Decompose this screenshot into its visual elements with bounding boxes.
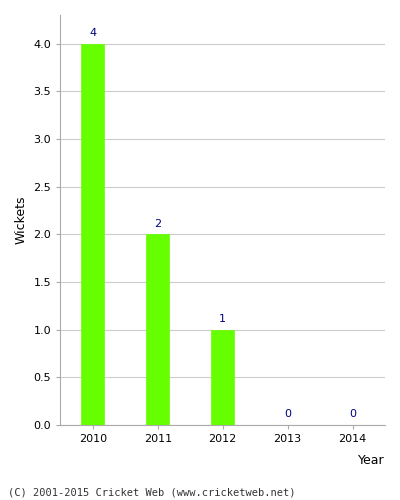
- Text: Year: Year: [358, 454, 385, 467]
- Text: 0: 0: [349, 410, 356, 420]
- Text: 0: 0: [284, 410, 291, 420]
- Text: 4: 4: [89, 28, 96, 38]
- Text: 1: 1: [219, 314, 226, 324]
- Bar: [211, 330, 234, 425]
- Y-axis label: Wickets: Wickets: [15, 196, 28, 244]
- Bar: [82, 44, 104, 425]
- Text: 2: 2: [154, 218, 161, 228]
- Text: (C) 2001-2015 Cricket Web (www.cricketweb.net): (C) 2001-2015 Cricket Web (www.cricketwe…: [8, 488, 296, 498]
- Bar: [146, 234, 169, 425]
